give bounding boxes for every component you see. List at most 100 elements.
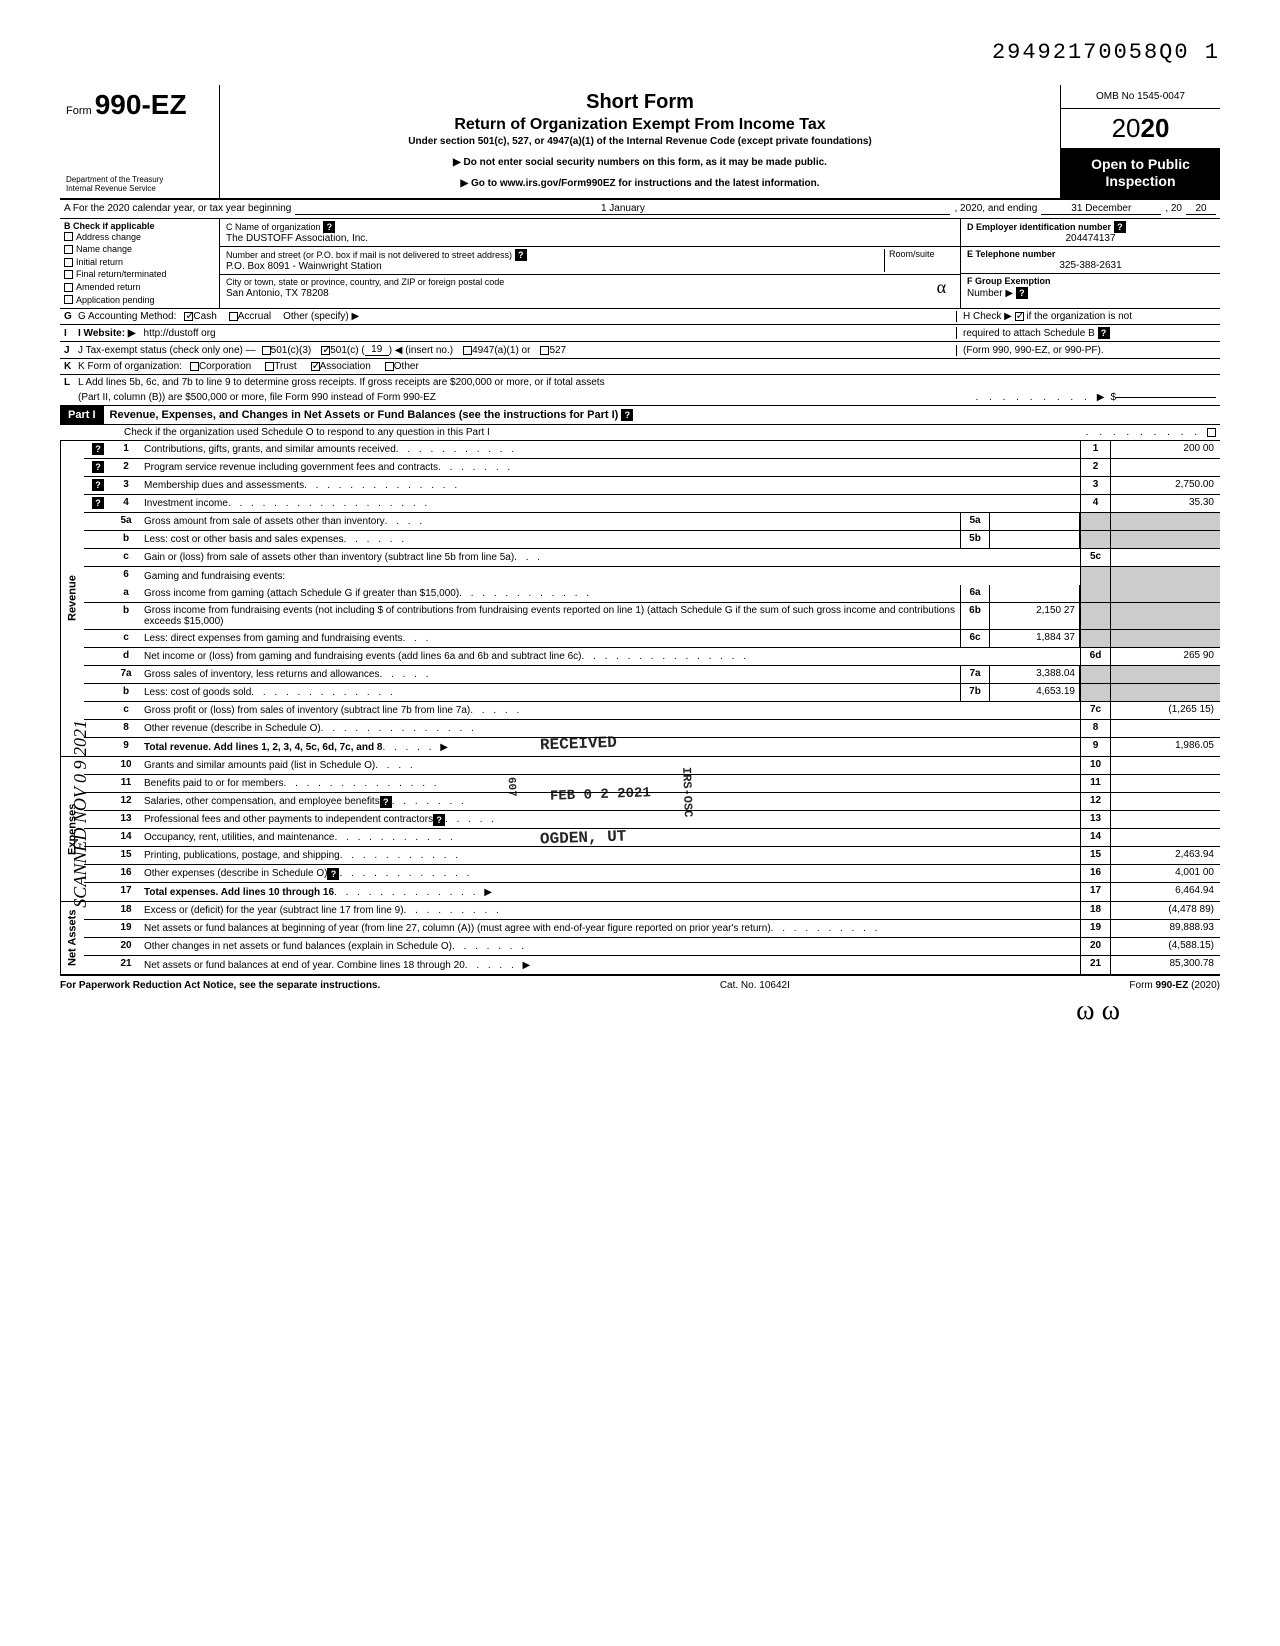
row-18-endnum: 18 [1080,902,1110,919]
row-7a-endnum [1080,666,1110,683]
row-18-num: 18 [112,902,140,919]
row-6a-val [1110,585,1220,602]
line-j: J J Tax-exempt status (check only one) —… [60,342,1220,359]
row-21-endnum: 21 [1080,956,1110,974]
row-2-endnum: 2 [1080,459,1110,476]
row-18-val: (4,478 89) [1110,902,1220,919]
footer-left: For Paperwork Reduction Act Notice, see … [60,980,380,991]
row-17-endnum: 17 [1080,883,1110,901]
row-6c-num: c [112,630,140,647]
cb-final[interactable]: Final return/terminated [64,268,215,281]
help-icon[interactable]: ? [92,443,104,455]
row-10-endnum: 10 [1080,757,1110,774]
row-6a-num: a [112,585,140,602]
help-icon[interactable]: ? [1114,221,1126,233]
org-name-value: The DUSTOFF Association, Inc. [226,233,368,244]
cb-address[interactable]: Address change [64,231,215,244]
row-15-desc: Printing, publications, postage, and shi… [144,850,340,861]
cb-name[interactable]: Name change [64,243,215,256]
row-16-endnum: 16 [1080,865,1110,882]
cell-org-name: C Name of organization ? The DUSTOFF Ass… [220,219,960,247]
row-5a-desc: Gross amount from sale of assets other t… [144,516,385,527]
cb-527[interactable] [540,346,549,355]
help-icon[interactable]: ? [327,868,339,880]
form-number-big: 990-EZ [95,89,187,120]
row-2-num: 2 [112,459,140,476]
cb-amended[interactable]: Amended return [64,281,215,294]
cb-4947[interactable] [463,346,472,355]
street-value: P.O. Box 8091 - Wainwright Station [226,261,382,272]
row-13-num: 13 [112,811,140,828]
cell-street: Number and street (or P.O. box if mail i… [220,247,960,275]
letter-g: G [64,311,78,322]
netassets-section: Net Assets 18 Excess or (deficit) for th… [60,902,1220,976]
expenses-body: 10 Grants and similar amounts paid (list… [84,757,1220,901]
527-label: 527 [549,345,566,356]
help-icon[interactable]: ? [515,249,527,261]
row-21-val: 85,300.78 [1110,956,1220,974]
row-4-desc: Investment income [144,498,228,509]
cb-pending[interactable]: Application pending [64,294,215,307]
help-icon[interactable]: ? [433,814,445,826]
help-icon[interactable]: ? [92,479,104,491]
row-19: 19 Net assets or fund balances at beginn… [84,920,1220,938]
cb-accrual[interactable] [229,312,238,321]
title-under: Under section 501(c), 527, or 4947(a)(1)… [230,136,1050,147]
row-8-endnum: 8 [1080,720,1110,737]
help-icon[interactable]: ? [380,796,392,808]
help-icon[interactable]: ? [323,221,335,233]
row-17-val: 6,464.94 [1110,883,1220,901]
row-6b-endnum [1080,603,1110,629]
row-19-endnum: 19 [1080,920,1110,937]
row-a-yy: 20 [1186,203,1216,215]
row-5a-midval [990,513,1080,530]
row-6-val [1110,567,1220,585]
row-20-val: (4,588.15) [1110,938,1220,955]
help-icon[interactable]: ? [1016,287,1028,299]
cb-corp[interactable] [190,362,199,371]
row-5a: 5a Gross amount from sale of assets othe… [84,513,1220,531]
row-20-endnum: 20 [1080,938,1110,955]
row-7c: c Gross profit or (loss) from sales of i… [84,702,1220,720]
part1-header-row: Part I Revenue, Expenses, and Changes in… [60,406,1220,425]
cb-501c3[interactable] [262,346,271,355]
row-6a-midval [990,585,1080,602]
row-7b-val [1110,684,1220,701]
cell-city: City or town, state or province, country… [220,275,960,301]
group-label2: Number ▶ [967,288,1013,299]
cb-assoc[interactable] [311,362,320,371]
row-11-val [1110,775,1220,792]
org-name-label: C Name of organization [226,222,321,232]
arrow-line-2: ▶ Go to www.irs.gov/Form990EZ for instru… [230,178,1050,189]
cb-initial[interactable]: Initial return [64,256,215,269]
row-6c-mid: 6c [960,630,990,647]
row-a-prefix: A For the 2020 calendar year, or tax yea… [64,203,291,214]
barcode-number: 29492170058Q0 1 [992,40,1220,65]
row-8-desc: Other revenue (describe in Schedule O) [144,723,321,734]
row-6c-midval: 1,884 37 [990,630,1080,647]
row-1-val: 200 00 [1110,441,1220,458]
part1-title-text: Revenue, Expenses, and Changes in Net As… [110,409,619,421]
stamp-received: RECEIVED [540,734,617,755]
room-label: Room/suite [889,249,935,259]
line-l-2: (Part II, column (B)) are $500,000 or mo… [60,390,1220,406]
header-center: Short Form Return of Organization Exempt… [220,85,1060,198]
cb-final-label: Final return/terminated [76,268,167,281]
help-icon[interactable]: ? [92,497,104,509]
title-sub: Return of Organization Exempt From Incom… [230,116,1050,134]
help-icon[interactable]: ? [621,409,633,421]
row-7b-midval: 4,653.19 [990,684,1080,701]
help-icon[interactable]: ? [1098,327,1110,339]
help-icon[interactable]: ? [92,461,104,473]
cb-other-k[interactable] [385,362,394,371]
netassets-side-label: Net Assets [60,902,84,974]
cb-cash[interactable] [184,312,193,321]
cb-501c[interactable] [321,346,330,355]
row-17-num: 17 [112,883,140,901]
cb-h[interactable] [1015,312,1024,321]
line-g-h: G G Accounting Method: Cash Accrual Othe… [60,309,1220,325]
cb-trust[interactable] [265,362,274,371]
row-7b-mid: 7b [960,684,990,701]
row-4: ? 4 Investment income . . . . . . . . . … [84,495,1220,513]
cb-part1-check[interactable] [1207,428,1216,437]
